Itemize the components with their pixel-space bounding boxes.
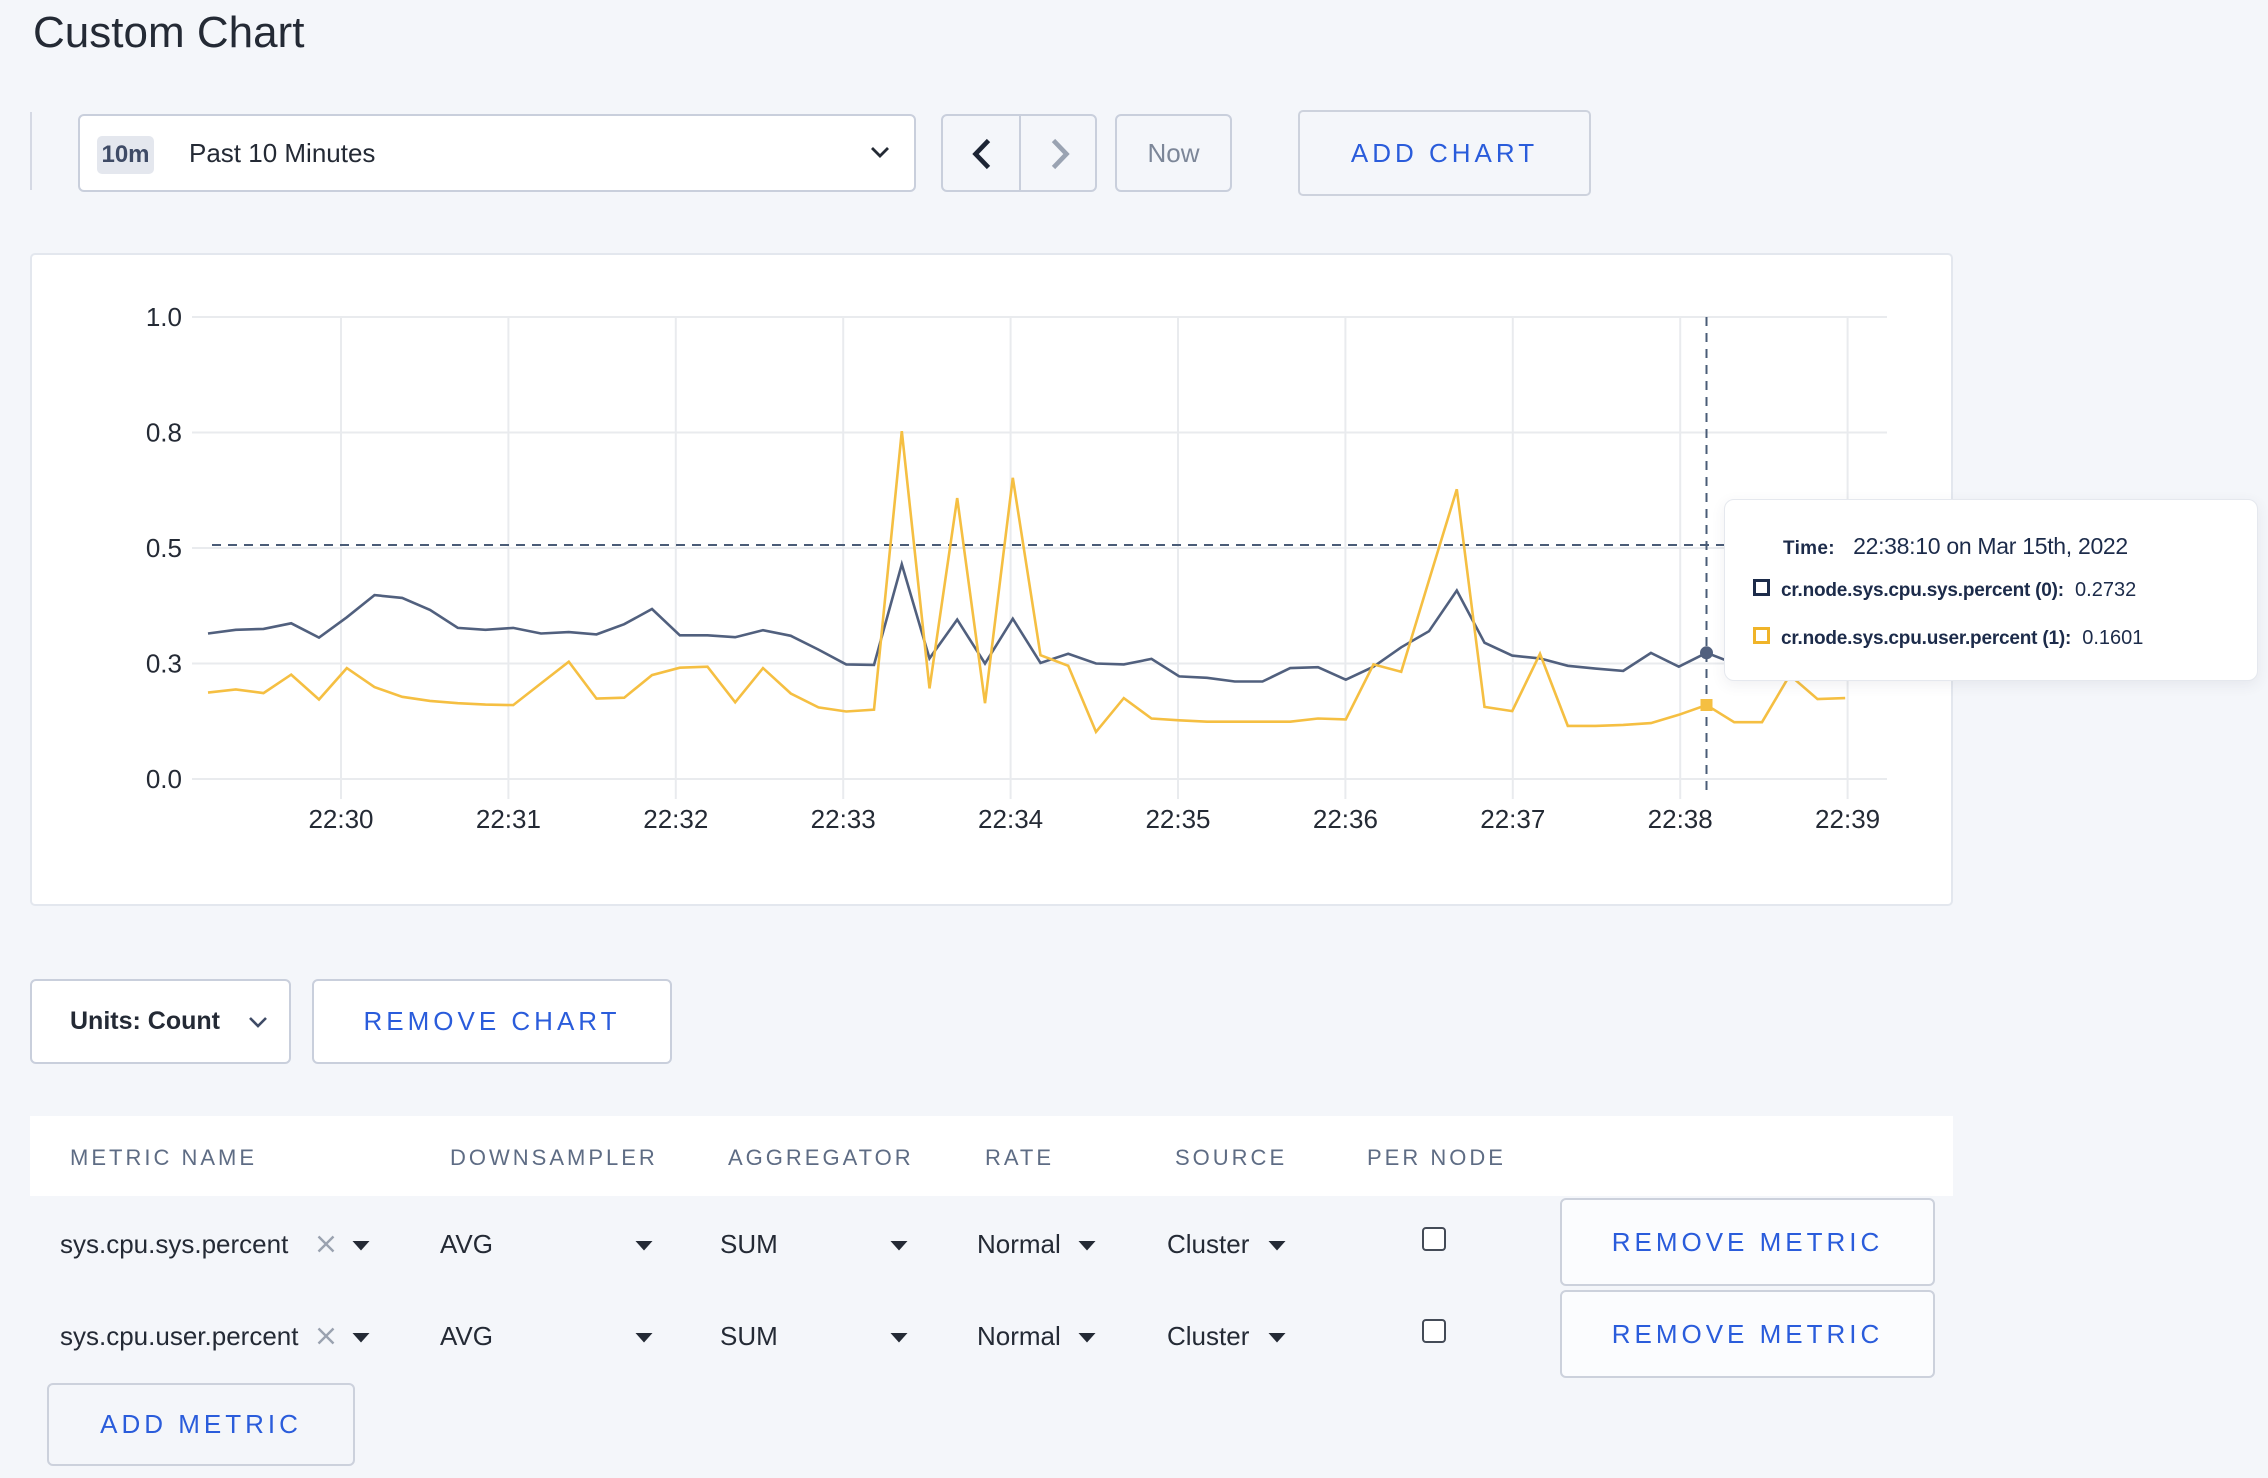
svg-text:22:32: 22:32 (643, 804, 708, 834)
svg-text:1.0: 1.0 (146, 302, 182, 332)
svg-text:22:36: 22:36 (1313, 804, 1378, 834)
svg-text:22:33: 22:33 (811, 804, 876, 834)
svg-text:22:34: 22:34 (978, 804, 1043, 834)
svg-text:0.0: 0.0 (146, 764, 182, 794)
svg-text:22:37: 22:37 (1480, 804, 1545, 834)
svg-text:22:30: 22:30 (308, 804, 373, 834)
svg-text:22:39: 22:39 (1815, 804, 1880, 834)
svg-text:22:35: 22:35 (1145, 804, 1210, 834)
svg-text:22:38: 22:38 (1648, 804, 1713, 834)
svg-text:0.5: 0.5 (146, 533, 182, 563)
svg-text:22:31: 22:31 (476, 804, 541, 834)
svg-text:0.3: 0.3 (146, 649, 182, 679)
svg-text:0.8: 0.8 (146, 418, 182, 448)
